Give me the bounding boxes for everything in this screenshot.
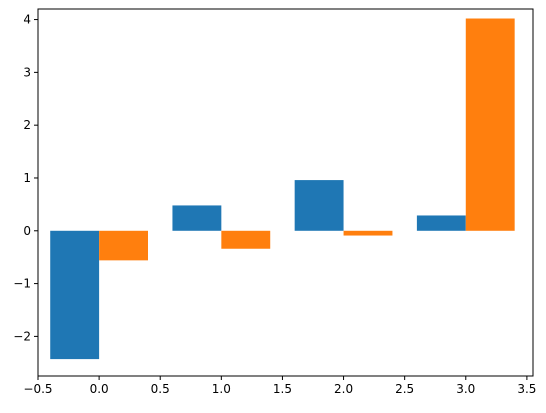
y-tick-label: 1 bbox=[23, 171, 31, 185]
y-tick-label: −1 bbox=[13, 277, 31, 291]
x-tick-label: 1.0 bbox=[212, 382, 231, 396]
x-tick-label: 3.5 bbox=[517, 382, 536, 396]
y-axis: −2 −1 0 1 2 3 4 bbox=[13, 13, 38, 343]
y-tick-label: −2 bbox=[13, 329, 31, 343]
plot-frame bbox=[37, 8, 534, 377]
x-axis: −0.5 0.0 0.5 1.0 1.5 2.0 2.5 3.0 3.5 bbox=[23, 376, 536, 396]
bar-series2-3 bbox=[343, 230, 393, 236]
bars-layer bbox=[50, 18, 515, 360]
x-tick-label: 0.0 bbox=[90, 382, 109, 396]
y-tick-label: 3 bbox=[23, 65, 31, 79]
bar-series1-3 bbox=[294, 180, 344, 231]
x-tick-label: 1.5 bbox=[273, 382, 292, 396]
bar-series2-1 bbox=[99, 230, 148, 261]
bar-series1-2 bbox=[172, 205, 222, 231]
x-tick-label: 2.0 bbox=[334, 382, 353, 396]
x-tick-label: 3.0 bbox=[456, 382, 475, 396]
x-tick-label: 0.5 bbox=[151, 382, 170, 396]
bar-series1-1 bbox=[50, 230, 100, 360]
bar-series2-2 bbox=[221, 230, 271, 249]
bar-series2-4 bbox=[465, 18, 515, 231]
x-tick-label: 2.5 bbox=[395, 382, 414, 396]
y-tick-label: 0 bbox=[23, 224, 31, 238]
x-tick-label: −0.5 bbox=[23, 382, 52, 396]
y-tick-label: 4 bbox=[23, 13, 31, 27]
bar-series1-4 bbox=[416, 215, 466, 231]
y-tick-label: 2 bbox=[23, 118, 31, 132]
